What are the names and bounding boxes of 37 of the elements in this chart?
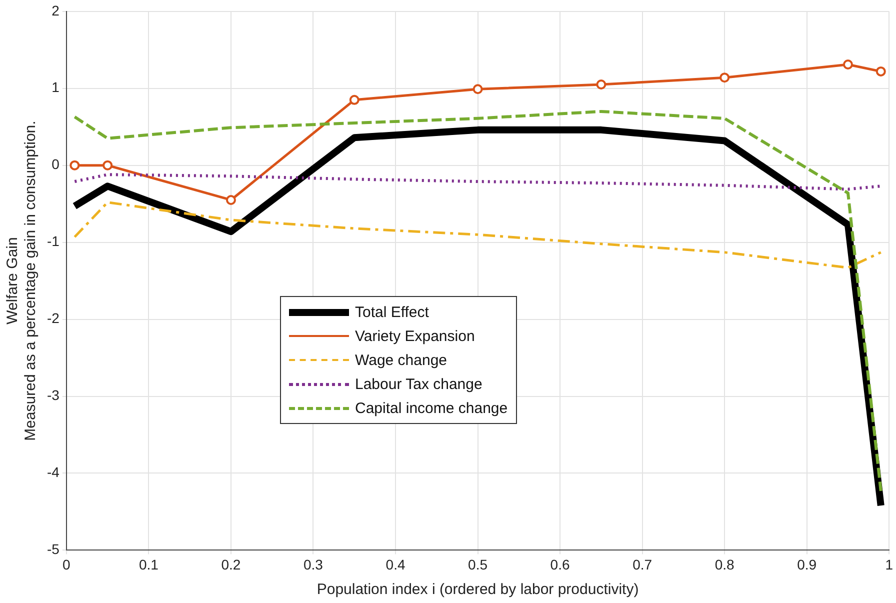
x-tick-label: 0.1 [138,556,159,572]
x-tick-label: 0.4 [386,556,406,572]
x-tick-label: 0.6 [550,556,570,572]
x-tick-label: 0 [62,556,71,572]
y-tick-label: 2 [52,2,60,18]
point [876,66,886,76]
point [102,160,113,170]
legend-label: Total Effect [355,304,429,320]
legend-label: Variety Expansion [355,328,475,344]
legend-label: Capital income change [355,400,508,416]
y-tick-label: 1 [52,79,60,96]
point [596,80,606,90]
x-tick-label: 0.7 [632,556,652,572]
x-tick-label: 1 [885,556,894,572]
point [720,72,730,83]
x-axis-title: Population index i (ordered by labor productivity) [316,581,639,598]
x-tick-label: 0.5 [468,556,488,572]
point [472,84,483,94]
line-series [73,201,882,269]
x-tick-label: 0.8 [714,556,735,572]
x-tick-label: 0.2 [221,556,241,572]
point [842,60,853,70]
x-tick-label: 0.3 [304,556,324,572]
y-axis-title: Welfare Gain Measured as a percentage gain in consumption. [4,120,40,441]
y-tick-label: -5 [46,541,60,558]
legend-label: Wage change [355,352,448,368]
line-series [73,173,882,191]
y-tick-label: -2 [46,310,60,326]
point [226,194,236,205]
y-tick-label: 0 [52,156,60,172]
y-tick-label: -1 [46,233,60,250]
point [70,160,80,170]
point [349,94,360,105]
x-tick-label: 0.9 [797,556,817,572]
y-tick-label: -4 [46,464,60,480]
legend-label: Labour Tax change [355,376,482,392]
y-tick-label: -3 [46,387,60,404]
